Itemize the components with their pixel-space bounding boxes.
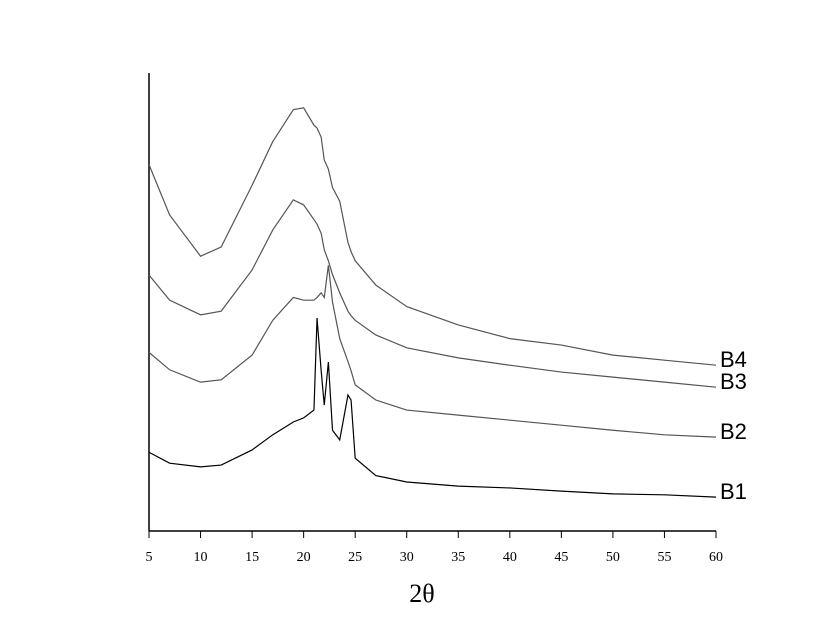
x-tick-label: 45 [554,550,568,565]
series-label: B3 [720,369,747,394]
series-label: B2 [720,419,747,444]
x-tick-label: 25 [348,550,362,565]
x-tick-label: 10 [194,550,208,565]
x-tick-label: 35 [451,550,465,565]
x-tick-label: 5 [146,550,153,565]
x-tick-label: 55 [657,550,671,565]
series-line [148,265,717,438]
x-tick-label: 60 [709,550,723,565]
series-label: B4 [720,347,747,372]
series-line [148,107,717,366]
x-tick-label: 30 [400,550,414,565]
x-tick-label: 15 [245,550,259,565]
series-label: B1 [720,479,747,504]
series-line [148,199,717,388]
series-line [148,317,717,498]
x-tick-label: 20 [297,550,311,565]
x-tick-label: 50 [606,550,620,565]
x-axis-label: 2θ [409,579,434,608]
x-tick-label: 40 [503,550,517,565]
